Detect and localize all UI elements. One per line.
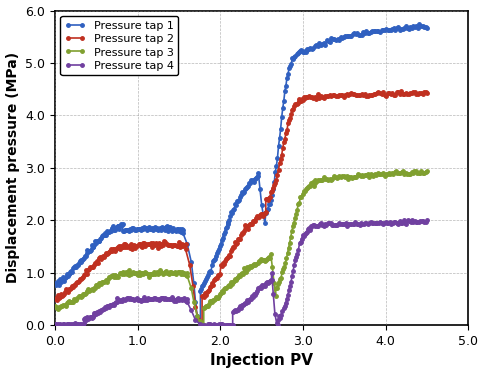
Pressure tap 1 [52,280,58,285]
Pressure tap 4 [291,263,297,267]
Pressure tap 1 [354,31,360,36]
Pressure tap 4 [210,323,215,327]
Y-axis label: Displacement pressure (MPa): Displacement pressure (MPa) [5,52,19,283]
Pressure tap 1 [89,243,95,248]
Pressure tap 2 [306,94,312,98]
Pressure tap 2 [52,296,58,301]
Pressure tap 3 [52,304,58,309]
Pressure tap 3 [366,174,372,179]
Pressure tap 4 [61,322,67,326]
Pressure tap 4 [406,219,412,224]
Pressure tap 3 [410,171,416,176]
Pressure tap 4 [289,274,295,279]
Pressure tap 3 [278,276,284,280]
X-axis label: Injection PV: Injection PV [210,353,313,368]
Pressure tap 3 [150,272,156,276]
Pressure tap 1 [417,22,423,26]
Pressure tap 2 [62,289,68,294]
Pressure tap 2 [424,91,430,96]
Pressure tap 2 [398,89,404,94]
Pressure tap 2 [265,197,271,202]
Pressure tap 4 [409,218,415,222]
Pressure tap 1 [229,211,235,215]
Pressure tap 4 [269,270,274,275]
Line: Pressure tap 2: Pressure tap 2 [53,89,429,326]
Pressure tap 3 [424,169,430,174]
Pressure tap 1 [424,25,430,30]
Pressure tap 4 [424,218,430,223]
Pressure tap 3 [419,168,424,173]
Pressure tap 2 [199,322,205,327]
Pressure tap 4 [52,322,58,327]
Pressure tap 1 [151,226,157,230]
Pressure tap 2 [159,242,165,246]
Pressure tap 1 [257,187,263,191]
Line: Pressure tap 1: Pressure tap 1 [53,22,429,325]
Pressure tap 2 [190,283,196,288]
Pressure tap 3 [201,322,207,327]
Pressure tap 3 [422,171,427,175]
Pressure tap 4 [250,295,256,299]
Pressure tap 1 [197,321,203,325]
Pressure tap 2 [63,287,69,291]
Pressure tap 3 [75,296,80,300]
Legend: Pressure tap 1, Pressure tap 2, Pressure tap 3, Pressure tap 4: Pressure tap 1, Pressure tap 2, Pressure… [60,16,178,76]
Line: Pressure tap 4: Pressure tap 4 [53,218,429,327]
Pressure tap 1 [230,208,236,212]
Line: Pressure tap 3: Pressure tap 3 [53,169,429,327]
